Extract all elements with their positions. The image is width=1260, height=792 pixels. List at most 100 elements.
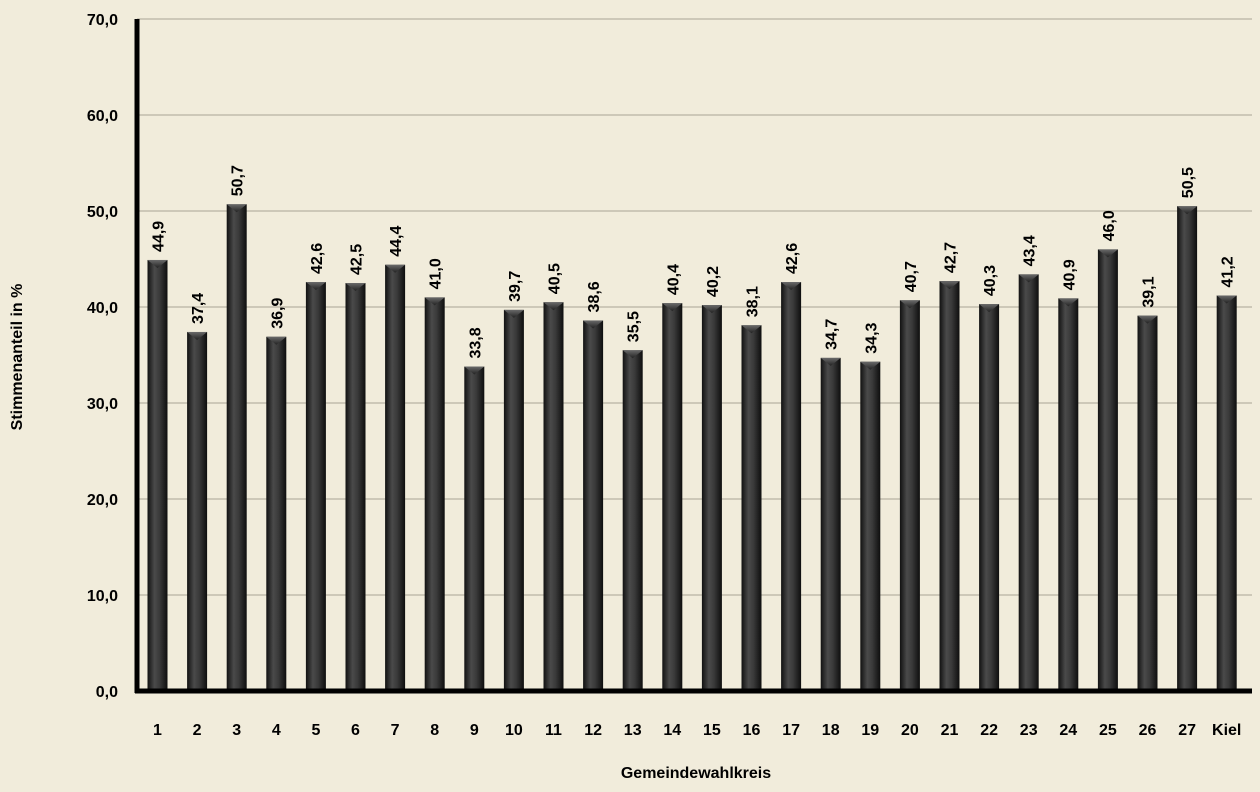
bar-cap — [1177, 206, 1198, 215]
value-label: 40,5 — [547, 263, 564, 294]
bar-cap — [503, 309, 524, 318]
bar — [345, 283, 366, 691]
bar — [741, 325, 762, 691]
value-label: 33,8 — [467, 327, 484, 358]
value-label: 44,9 — [151, 221, 168, 252]
bar-cap — [860, 361, 881, 370]
x-tick-label: 17 — [782, 722, 800, 739]
bar-cap — [741, 325, 762, 334]
bar-cap — [701, 305, 722, 314]
y-axis-title: Stimmenanteil in % — [9, 284, 26, 431]
bar-cap — [939, 281, 960, 290]
y-tick-label: 10,0 — [87, 588, 118, 605]
bar — [266, 336, 287, 691]
x-tick-label: Kiel — [1212, 722, 1241, 739]
bar-cap — [583, 320, 604, 329]
value-labels: 44,9 37,4 50,7 36,9 42,6 42,5 44,4 41,0 33,8 39,7… — [151, 165, 1237, 358]
bar — [503, 309, 524, 691]
bar — [899, 300, 920, 691]
x-tick-label: 19 — [861, 722, 879, 739]
x-tick-label: 25 — [1099, 722, 1117, 739]
x-tick-label: 10 — [505, 722, 523, 739]
x-tick-label: 27 — [1178, 722, 1196, 739]
value-label: 35,5 — [626, 311, 643, 342]
bar — [1018, 274, 1039, 691]
bar-cap — [781, 282, 802, 291]
bar — [1137, 315, 1158, 691]
value-label: 40,3 — [982, 265, 999, 296]
value-label: 42,5 — [349, 244, 366, 275]
value-label: 41,0 — [428, 258, 445, 289]
x-tick-label: 5 — [311, 722, 320, 739]
x-tick-label: 1 — [153, 722, 162, 739]
bar-cap — [345, 283, 366, 291]
value-label: 42,7 — [943, 242, 960, 273]
bar-cap — [1097, 249, 1118, 258]
bar — [860, 361, 881, 691]
value-label: 43,4 — [1022, 235, 1039, 266]
bar-cap — [662, 303, 683, 312]
bar — [543, 302, 564, 691]
bar-cap — [820, 357, 841, 366]
value-label: 42,6 — [309, 243, 326, 274]
bar-cap — [305, 282, 326, 291]
value-label: 40,4 — [665, 264, 682, 295]
x-tick-label: 24 — [1059, 722, 1077, 739]
y-tick-label: 40,0 — [87, 300, 118, 317]
x-tick-label: 9 — [470, 722, 479, 739]
y-tick-label: 0,0 — [96, 684, 118, 701]
bar-cap — [899, 300, 920, 309]
bar — [1097, 249, 1118, 691]
x-tick-label: 8 — [430, 722, 439, 739]
bar — [979, 304, 1000, 691]
bar — [1216, 295, 1237, 691]
bar — [622, 350, 643, 691]
value-label: 40,9 — [1061, 259, 1078, 290]
value-label: 40,7 — [903, 261, 920, 292]
value-label: 40,2 — [705, 266, 722, 297]
bar-cap — [1137, 315, 1158, 324]
value-label: 37,4 — [190, 293, 207, 324]
x-tick-label: 6 — [351, 722, 360, 739]
x-tick-label: 22 — [980, 722, 998, 739]
value-label: 39,1 — [1141, 276, 1158, 307]
bar-cap — [226, 204, 247, 213]
bar — [1177, 206, 1198, 691]
value-label: 34,3 — [863, 322, 880, 353]
bar — [424, 297, 445, 691]
y-tick-label: 50,0 — [87, 204, 118, 221]
bar-cap — [385, 264, 406, 273]
bar — [147, 259, 168, 691]
y-tick-label: 60,0 — [87, 108, 118, 125]
bar — [781, 282, 802, 691]
x-tick-label: 23 — [1020, 722, 1038, 739]
bar — [583, 320, 604, 691]
bar-cap — [147, 259, 168, 268]
bar-cap — [464, 366, 485, 375]
value-label: 41,2 — [1220, 256, 1237, 287]
gridlines — [137, 18, 1252, 596]
value-label: 38,6 — [586, 281, 603, 312]
bar-cap — [1058, 298, 1079, 307]
x-tick-label: 14 — [663, 722, 681, 739]
value-label: 36,9 — [269, 298, 286, 329]
bars — [147, 204, 1237, 691]
y-tick-label: 30,0 — [87, 396, 118, 413]
bar-cap — [543, 302, 564, 311]
value-label: 39,7 — [507, 271, 524, 302]
x-tick-label: 18 — [822, 722, 840, 739]
value-label: 38,1 — [745, 286, 762, 317]
x-tick-label: 4 — [272, 722, 281, 739]
value-label: 34,7 — [824, 319, 841, 350]
bar-cap — [1018, 274, 1039, 283]
bar-cap — [622, 350, 643, 359]
bar — [226, 204, 247, 691]
x-tick-label: 11 — [545, 722, 562, 739]
bar-cap — [424, 297, 445, 306]
bar-cap — [266, 336, 287, 345]
x-tick-label: 7 — [391, 722, 400, 739]
x-tick-label: 12 — [584, 722, 602, 739]
x-tick-label: 15 — [703, 722, 721, 739]
